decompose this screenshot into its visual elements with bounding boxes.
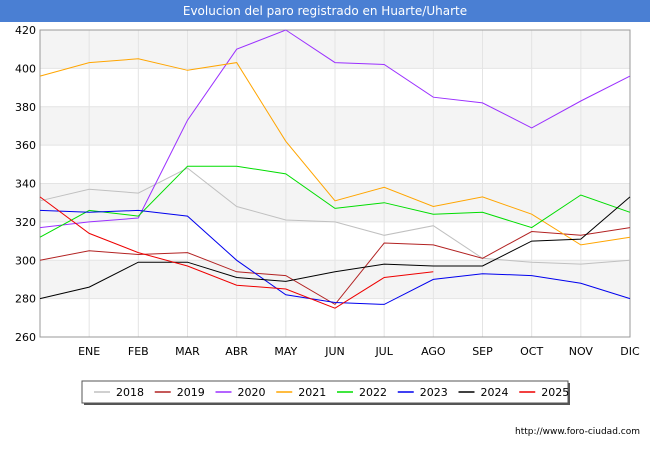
x-tick-label: JUL: [374, 345, 393, 358]
legend-label-2021: 2021: [298, 386, 326, 399]
legend-label-2019: 2019: [177, 386, 205, 399]
x-tick-label: AGO: [421, 345, 446, 358]
x-tick-label: MAY: [274, 345, 297, 358]
chart-title: Evolucion del paro registrado en Huarte/…: [0, 0, 650, 22]
legend-label-2020: 2020: [238, 386, 266, 399]
y-tick-label: 400: [15, 62, 36, 75]
x-tick-label: JUN: [324, 345, 345, 358]
series-line-2018: [39, 167, 631, 265]
x-tick-label: ABR: [225, 345, 248, 358]
y-tick-label: 300: [15, 254, 36, 267]
series-line-2023: [39, 209, 631, 305]
y-tick-label: 420: [15, 24, 36, 37]
y-tick-label: 320: [15, 216, 36, 229]
y-tick-label: 360: [15, 139, 36, 152]
y-tick-label: 260: [15, 331, 36, 344]
x-tick-label: NOV: [569, 345, 594, 358]
series-line-2022: [39, 165, 631, 238]
y-tick-label: 340: [15, 178, 36, 191]
series-line-2024: [39, 196, 631, 300]
plot-frame: [39, 29, 631, 338]
legend-label-2018: 2018: [116, 386, 144, 399]
x-tick-label: MAR: [175, 345, 200, 358]
series-line-2019: [39, 227, 631, 306]
x-tick-label: FEB: [128, 345, 149, 358]
x-tick-label: ENE: [78, 345, 100, 358]
series-line-2021: [39, 58, 631, 246]
legend-label-2023: 2023: [420, 386, 448, 399]
series-line-2025: [39, 196, 434, 309]
y-tick-label: 280: [15, 293, 36, 306]
series-line-2020: [39, 29, 631, 229]
y-tick-label: 380: [15, 101, 36, 114]
legend-box: [81, 380, 569, 404]
legend-label-2024: 2024: [481, 386, 509, 399]
x-tick-label: DIC: [620, 345, 640, 358]
x-tick-label: OCT: [520, 345, 543, 358]
source-url[interactable]: http://www.foro-ciudad.com: [515, 427, 640, 437]
x-tick-label: SEP: [472, 345, 493, 358]
legend-label-2022: 2022: [359, 386, 387, 399]
legend-label-2025: 2025: [541, 386, 569, 399]
